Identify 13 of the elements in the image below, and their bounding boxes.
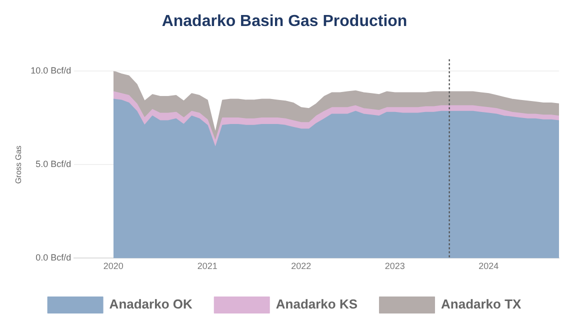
x-tick-label: 2020 [103, 261, 124, 272]
x-tick-label: 2021 [197, 261, 218, 272]
y-tick-label: 5.0 Bcf/d [36, 159, 72, 170]
legend-label: Anadarko KS [276, 296, 358, 312]
y-tick-label: 0.0 Bcf/d [36, 252, 72, 263]
chart-title: Anadarko Basin Gas Production [162, 13, 408, 30]
legend-label: Anadarko OK [109, 296, 193, 312]
x-tick-label: 2023 [384, 261, 405, 272]
x-tick-label: 2022 [291, 261, 312, 272]
y-tick-label: 10.0 Bcf/d [30, 66, 72, 76]
legend-label: Anadarko TX [441, 296, 522, 312]
y-axis-title: Gross Gas [14, 146, 24, 184]
x-tick-label: 2024 [478, 261, 499, 272]
